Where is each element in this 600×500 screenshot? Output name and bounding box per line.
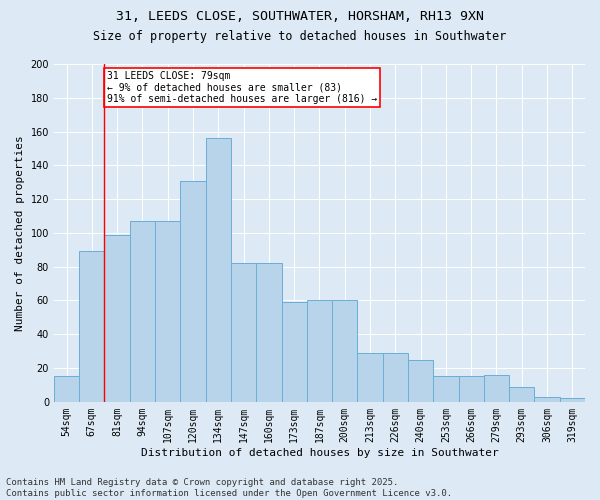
X-axis label: Distribution of detached houses by size in Southwater: Distribution of detached houses by size … <box>140 448 499 458</box>
Text: 31, LEEDS CLOSE, SOUTHWATER, HORSHAM, RH13 9XN: 31, LEEDS CLOSE, SOUTHWATER, HORSHAM, RH… <box>116 10 484 23</box>
Bar <box>358 353 383 402</box>
Bar <box>281 302 307 402</box>
Text: Size of property relative to detached houses in Southwater: Size of property relative to detached ho… <box>94 30 506 43</box>
Bar <box>181 180 206 402</box>
Bar <box>79 252 104 402</box>
Bar <box>256 264 281 402</box>
Bar <box>383 353 408 402</box>
Bar <box>484 375 509 402</box>
Bar <box>458 376 484 402</box>
Bar <box>408 360 433 402</box>
Text: 31 LEEDS CLOSE: 79sqm
← 9% of detached houses are smaller (83)
91% of semi-detac: 31 LEEDS CLOSE: 79sqm ← 9% of detached h… <box>107 71 377 104</box>
Bar <box>332 300 358 402</box>
Bar <box>307 300 332 402</box>
Y-axis label: Number of detached properties: Number of detached properties <box>15 135 25 331</box>
Bar <box>535 397 560 402</box>
Bar <box>509 386 535 402</box>
Bar <box>104 234 130 402</box>
Bar <box>206 138 231 402</box>
Text: Contains HM Land Registry data © Crown copyright and database right 2025.
Contai: Contains HM Land Registry data © Crown c… <box>6 478 452 498</box>
Bar <box>54 376 79 402</box>
Bar <box>130 221 155 402</box>
Bar <box>433 376 458 402</box>
Bar <box>560 398 585 402</box>
Bar <box>155 221 181 402</box>
Bar <box>231 264 256 402</box>
